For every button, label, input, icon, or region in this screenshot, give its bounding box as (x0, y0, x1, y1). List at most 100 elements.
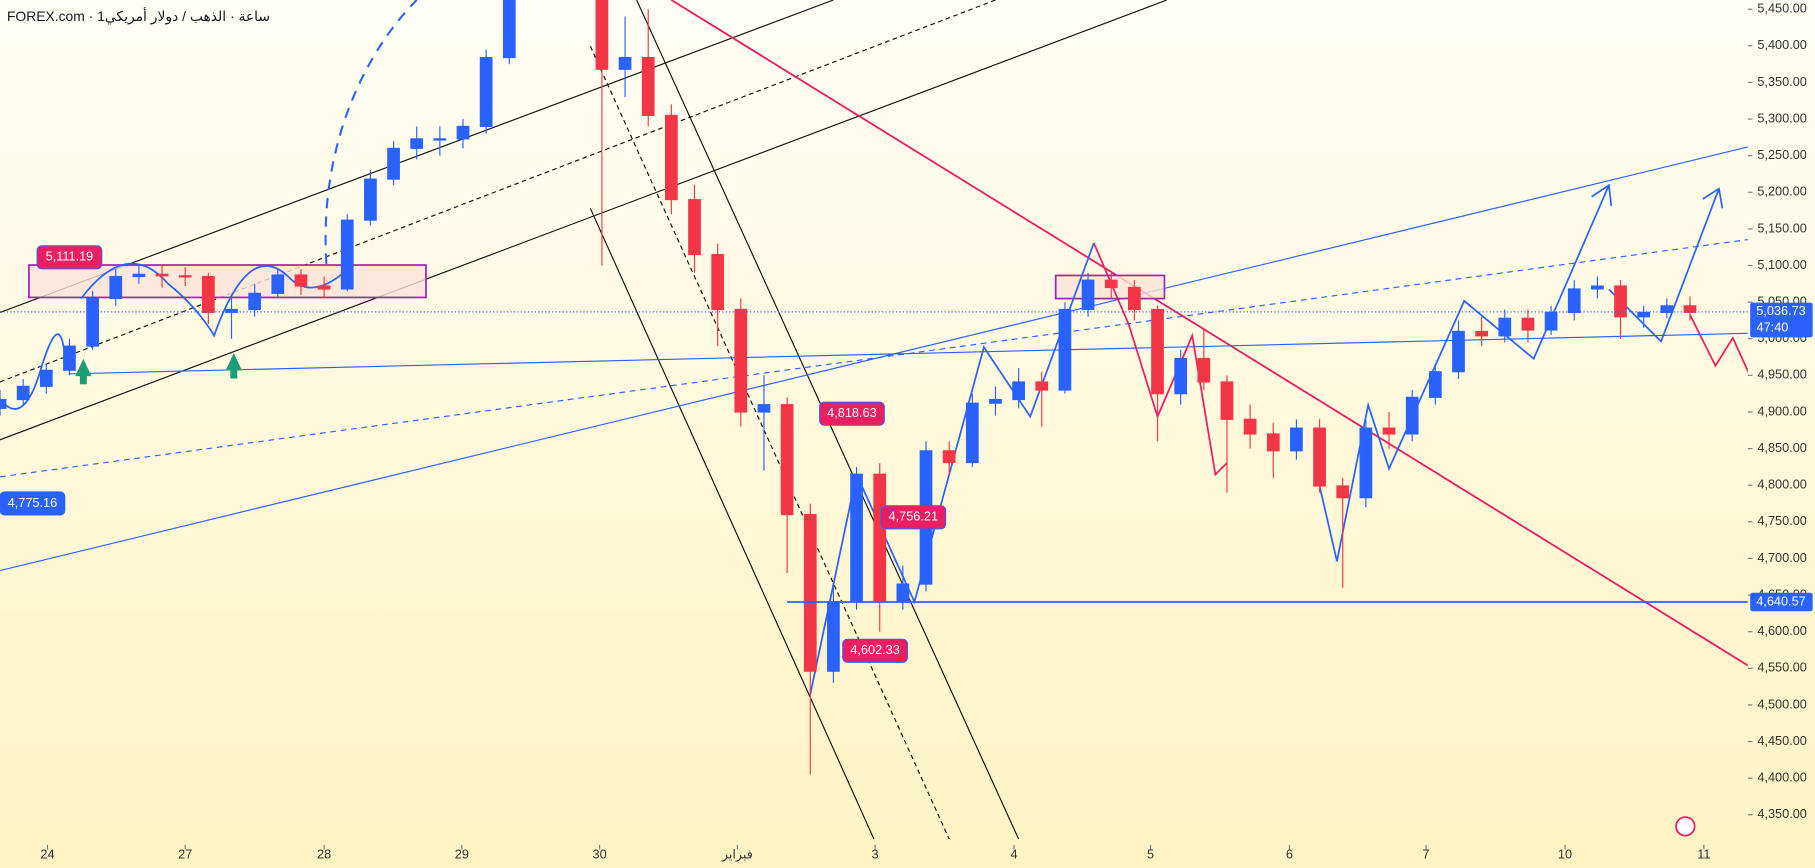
candle-body (1544, 311, 1558, 331)
arrow-head (1591, 183, 1613, 207)
candle-body (132, 273, 146, 278)
candle-body (433, 138, 447, 141)
projection (1689, 314, 1748, 374)
y-tick-label: 4,350.00 (1757, 806, 1807, 821)
x-tick-label: 28 (317, 847, 331, 862)
candle-body (1336, 485, 1350, 499)
y-tick-label: 4,450.00 (1757, 733, 1807, 748)
flag-icon[interactable] (1675, 816, 1696, 837)
trend-line (670, 0, 1748, 667)
candle-body (456, 125, 470, 140)
y-tick-label: 5,150.00 (1757, 220, 1807, 235)
signal-arrow (75, 358, 92, 385)
y-tick-label: 5,350.00 (1757, 74, 1807, 89)
y-tick-label: 4,500.00 (1757, 696, 1807, 711)
x-tick-label: 7 (1423, 847, 1430, 862)
price-tag-label: 5,111.19 (46, 249, 94, 264)
down-channel (589, 208, 875, 840)
arrow-head (1702, 187, 1724, 209)
y-tick-label: 5,250.00 (1757, 147, 1807, 162)
candle-body (201, 275, 215, 313)
y-tick-label: 5,200.00 (1757, 184, 1807, 199)
candle-body (86, 297, 99, 347)
candle-body (387, 147, 400, 180)
x-tick-label: 30 (593, 847, 607, 862)
candle-body (827, 601, 840, 672)
y-tick-label: 4,600.00 (1757, 623, 1807, 638)
candle-body (1452, 330, 1465, 373)
candle-body (618, 56, 632, 70)
x-tick-label: 11 (1697, 847, 1710, 862)
candle-body (1290, 427, 1303, 452)
channel-line (0, 0, 1167, 441)
y-tick-label: 5,400.00 (1757, 37, 1807, 52)
candle-body (711, 253, 725, 311)
candle-body (1128, 286, 1141, 311)
y-tick-label: 5,300.00 (1757, 110, 1807, 125)
candle-body (1475, 330, 1488, 337)
countdown: 47:40 (1757, 319, 1789, 334)
x-tick-label: 3 (872, 847, 879, 862)
x-tick-label: 29 (455, 847, 469, 862)
candle-body (1243, 418, 1257, 435)
candle-body (1359, 427, 1373, 499)
candle-body (1313, 427, 1326, 487)
blue-channel (69, 332, 1748, 375)
candle-body (248, 292, 262, 311)
candle-body (410, 138, 424, 149)
candle-body (1266, 433, 1280, 452)
candle-body (688, 199, 701, 256)
price-tag-label: 4,602.33 (850, 642, 900, 657)
candle-body (965, 402, 979, 464)
candle-body (178, 275, 192, 278)
blue-channel-mid (0, 238, 1748, 478)
candle-body (1567, 288, 1581, 313)
candle-body (780, 404, 794, 516)
x-tick-label: 27 (178, 847, 192, 862)
candle-body (225, 308, 238, 313)
candle-body (1081, 279, 1095, 311)
candle-body (641, 56, 655, 116)
y-tick-label: 4,400.00 (1757, 770, 1807, 785)
chart-title: FOREX.com · 1ساعة · الذهب / دولار أمريكي (7, 7, 270, 25)
x-tick-label: 4 (1010, 847, 1017, 862)
level-label: 4,640.57 (1756, 593, 1806, 608)
candle-body (803, 513, 817, 672)
last-price-tag (1750, 302, 1813, 338)
candle-body (479, 56, 493, 127)
candle-body (1521, 317, 1535, 331)
y-tick-label: 4,950.00 (1757, 367, 1807, 382)
candle-body (1012, 381, 1025, 401)
candle-body (664, 114, 678, 201)
candle-body (942, 450, 956, 464)
candle-body (155, 273, 169, 277)
candle-body (1197, 357, 1211, 383)
axes: 4,350.00 4,400.00 4,450.00 4,500.00 4,550.00… (40, 1, 1807, 863)
arc (324, 0, 418, 264)
candle-body (16, 385, 30, 401)
candle-body (1683, 305, 1697, 313)
candle-body (1382, 427, 1396, 435)
price-tag-label: 4,818.63 (827, 405, 877, 420)
blue-channel (0, 146, 1748, 572)
candle-body (364, 178, 377, 221)
candle-body (340, 219, 354, 290)
x-tick-label: 10 (1558, 847, 1572, 862)
x-tick-label: 5 (1147, 847, 1154, 862)
y-tick-label: 4,800.00 (1757, 477, 1807, 492)
x-tick-label: 6 (1286, 847, 1293, 862)
level-tag (1750, 592, 1813, 612)
candle-body (39, 369, 53, 387)
price-tag-label: 4,756.21 (889, 509, 939, 524)
candle-body (1058, 308, 1072, 391)
candle-body (1104, 279, 1118, 289)
candle-body (850, 473, 863, 603)
y-tick-label: 4,750.00 (1757, 513, 1807, 528)
x-tick-label: فبراير (721, 847, 753, 863)
candle-body (0, 398, 7, 409)
y-tick-label: 4,850.00 (1757, 440, 1807, 455)
